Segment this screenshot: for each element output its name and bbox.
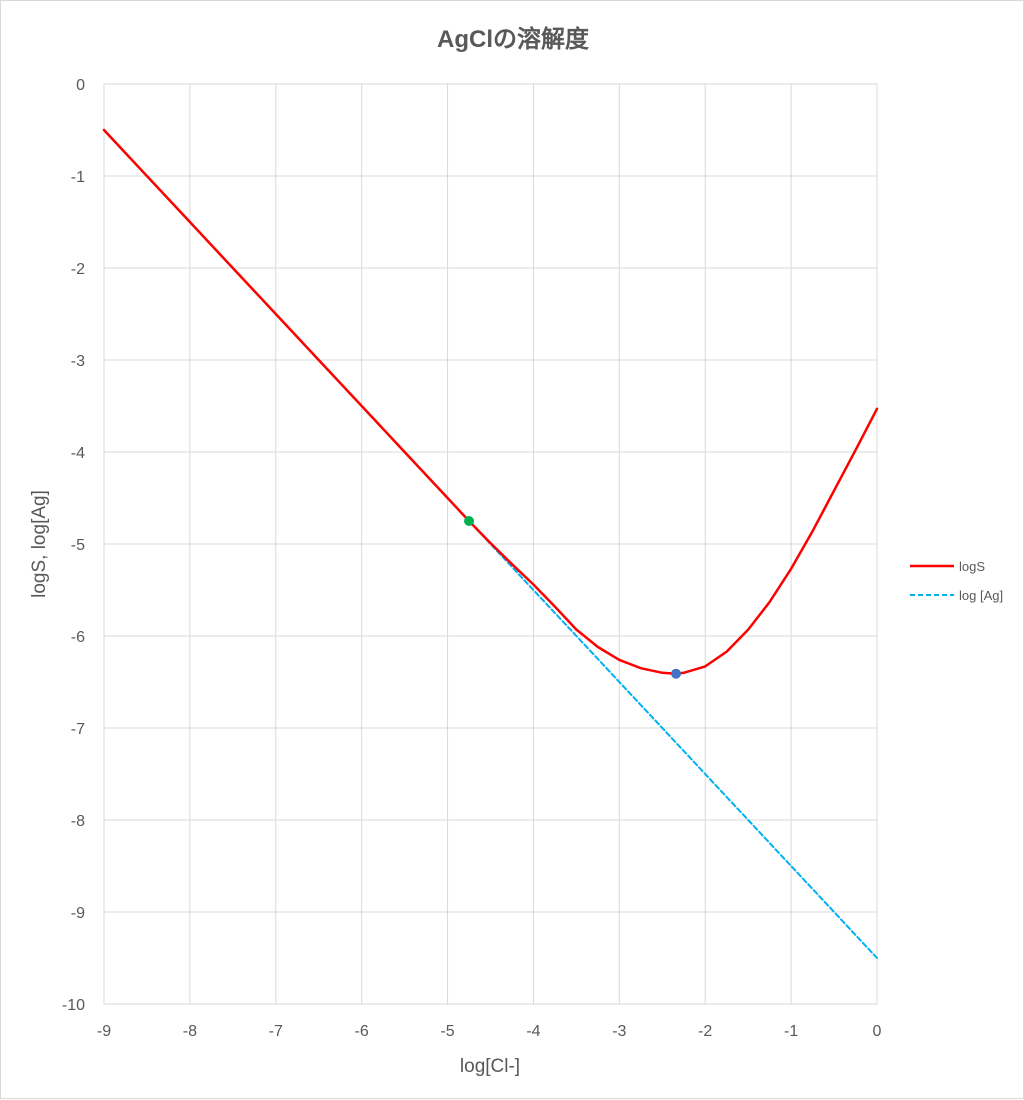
y-tick-label: -10 <box>62 997 85 1014</box>
y-tick-label: 0 <box>76 77 85 94</box>
y-tick-label: -9 <box>71 905 85 922</box>
y-tick-label: -3 <box>71 353 85 370</box>
y-tick-label: -6 <box>71 629 85 646</box>
legend: logS log [Ag] <box>910 559 1003 603</box>
y-tick-label: -4 <box>71 445 85 462</box>
legend-label-logAg: log [Ag] <box>959 588 1003 603</box>
series-lines <box>102 128 879 959</box>
chart-title: AgClの溶解度 <box>437 25 590 53</box>
x-tick-label: -4 <box>526 1023 540 1040</box>
legend-label-logS: logS <box>959 559 985 574</box>
x-axis-label: log[Cl-] <box>460 1056 520 1077</box>
x-tick-label: -5 <box>440 1023 454 1040</box>
y-tick-label: -8 <box>71 813 85 830</box>
x-tick-label: -6 <box>355 1023 369 1040</box>
x-tick-label: -9 <box>97 1023 111 1040</box>
x-tick-label: -8 <box>183 1023 197 1040</box>
data-point-marker <box>464 516 475 526</box>
series-line-logS <box>102 128 879 675</box>
y-tick-label: -2 <box>71 261 85 278</box>
y-axis-label: logS, log[Ag] <box>29 490 50 598</box>
x-tick-label: -3 <box>612 1023 626 1040</box>
point-markers <box>464 516 682 679</box>
x-tick-label: -1 <box>784 1023 798 1040</box>
y-tick-label: -1 <box>71 169 85 186</box>
tick-labels: -9 -8 -7 -6 -5 -4 -3 -2 -1 00-1-2-3-4-5-6-7-8-9-1… <box>62 77 882 1040</box>
x-tick-label: -2 <box>698 1023 712 1040</box>
y-tick-label: -7 <box>71 721 85 738</box>
grid-lines <box>103 83 878 1005</box>
y-tick-label: -5 <box>71 537 85 554</box>
x-tick-label: -7 <box>269 1023 283 1040</box>
x-tick-label: 0 <box>873 1023 882 1040</box>
data-point-marker <box>671 668 682 679</box>
